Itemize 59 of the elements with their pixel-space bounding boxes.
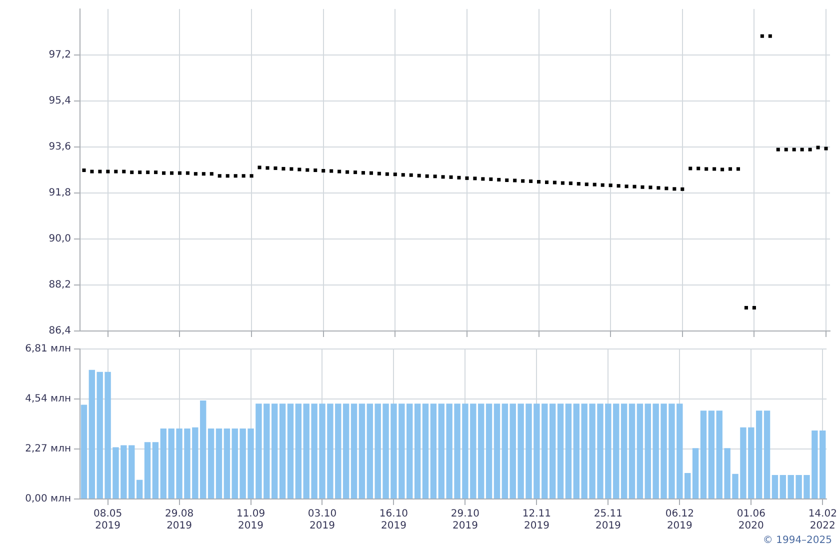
y-tick-label: 95,4 (48, 96, 71, 107)
bar (573, 404, 580, 498)
bar (700, 410, 707, 498)
bar (80, 404, 88, 498)
y-tick-label: 6,81 млн (25, 344, 71, 355)
x-tick-label: 03.10 2019 (308, 508, 337, 532)
y-tick-label: 90,0 (48, 234, 71, 245)
bar (136, 480, 143, 498)
bar (502, 404, 508, 498)
bar (216, 428, 222, 498)
x-tick-label: 01.06 2020 (736, 508, 766, 532)
x-tick-label: 12.11 2019 (522, 508, 552, 532)
bar (764, 410, 770, 498)
y-tick-label: 2,27 млн (25, 444, 71, 455)
bar (565, 404, 572, 498)
bar (772, 474, 778, 498)
x-tick-label: 14.02 2022 (808, 508, 837, 532)
bar (295, 404, 302, 498)
x-tick-label: 29.10 2019 (450, 508, 480, 532)
bar (756, 410, 762, 498)
bar (494, 404, 500, 498)
bar (271, 404, 278, 498)
bar (152, 442, 159, 498)
bar (414, 404, 421, 498)
y-tick-label: 93,6 (48, 142, 71, 153)
y-tick-label: 91,8 (48, 188, 71, 199)
bar (144, 442, 151, 498)
y-tick-label: 4,54 млн (25, 394, 71, 405)
y-tick-label: 88,2 (48, 280, 71, 291)
bar (88, 370, 96, 498)
bar (557, 404, 564, 498)
x-tick-label: 08.05 2019 (93, 508, 122, 532)
bar (279, 404, 286, 498)
x-tick-label: 06.12 2019 (665, 508, 694, 532)
x-tick-label: 11.09 2019 (236, 508, 266, 532)
bar (692, 448, 699, 498)
text: © 1994–2025 (762, 535, 832, 546)
bar (549, 404, 556, 498)
y-tick-label: 97,2 (48, 50, 71, 61)
bar (636, 404, 644, 498)
bar (430, 404, 437, 498)
bar (287, 404, 294, 498)
bar (780, 474, 786, 498)
bar (208, 428, 214, 498)
bar (708, 410, 715, 498)
bar (422, 404, 429, 498)
bar (342, 404, 350, 498)
bar (366, 404, 374, 498)
x-tick-label: 16.10 2019 (379, 508, 408, 532)
bar (486, 404, 492, 498)
y-tick-label: 86,4 (48, 326, 71, 337)
y-tick-label: 0,00 млн (25, 494, 71, 505)
bar (224, 428, 230, 498)
bar (628, 404, 636, 498)
bar (620, 404, 628, 498)
bar (350, 404, 358, 498)
bar (358, 404, 366, 498)
x-tick-label: 25.11 2019 (594, 508, 623, 532)
x-tick-label: 29.08 2019 (164, 508, 194, 532)
